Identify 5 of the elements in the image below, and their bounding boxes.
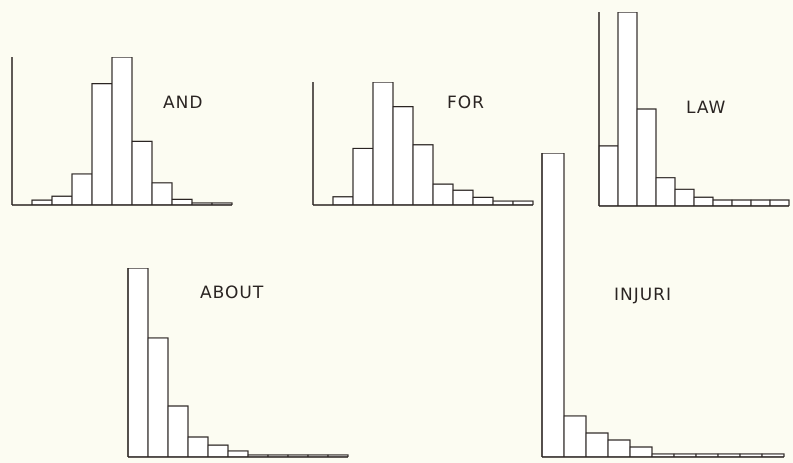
text: INJURI [614,285,672,305]
text: LAW [686,98,726,118]
text: AND [163,93,204,113]
text: ABOUT [200,283,264,303]
text: FOR [447,93,485,113]
